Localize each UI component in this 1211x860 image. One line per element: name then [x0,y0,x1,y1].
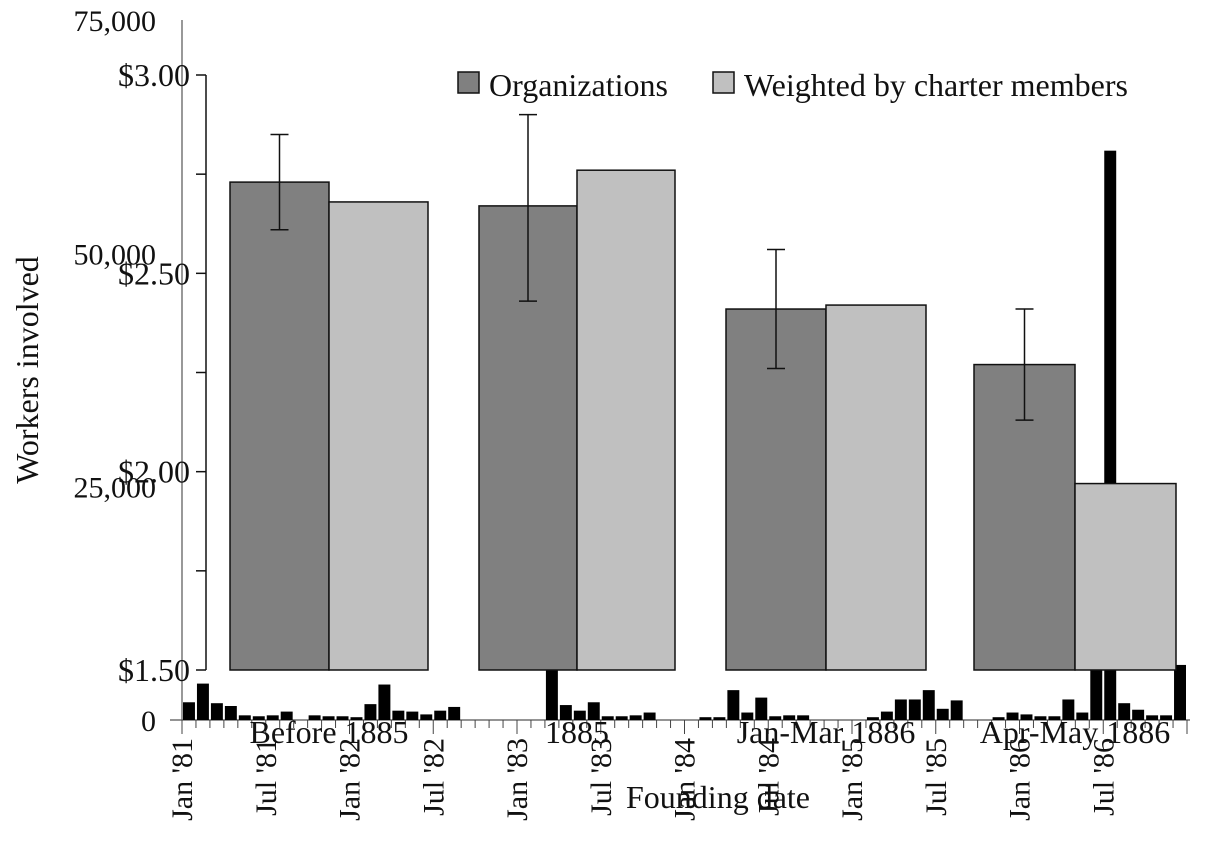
x-tick-label: Jul '82 [417,738,450,816]
x-tick-label: Jan '83 [501,738,534,821]
monthly-workers-bar [336,716,349,720]
y-tick-label-right: $1.50 [118,652,190,688]
monthly-workers-bar [866,717,879,720]
monthly-workers-bar [406,711,419,720]
bar-weighted [328,201,429,671]
x-tick-label: Jan '82 [334,738,367,821]
monthly-workers-bar [210,703,223,720]
monthly-workers-bar [1104,150,1117,720]
y-tick-label-left: 25,000 [74,472,157,505]
legend-swatch-organizations [457,71,480,94]
monthly-workers-bar [1160,715,1173,720]
category-label: Before 1885 [249,714,408,750]
monthly-workers-bar [936,708,949,720]
y-tick-label-right: $2.50 [118,255,190,291]
x-tick-label: Jan '86 [1004,738,1037,821]
legend: Organizations Weighted by charter members [457,67,1128,103]
monthly-workers-bar [238,715,251,720]
monthly-workers-bar [880,711,893,720]
category-label: 1885 [545,714,609,750]
legend-label-weighted: Weighted by charter members [744,67,1128,103]
monthly-workers-bar [183,702,195,720]
monthly-workers-bar [266,715,279,720]
legend-label-organizations: Organizations [489,67,668,103]
monthly-workers-bar [713,717,726,720]
monthly-workers-bar [922,690,935,720]
monthly-workers-bar [573,710,586,720]
x-tick-label: Jul '85 [920,738,953,816]
monthly-workers-bar [559,705,572,720]
monthly-workers-bar [378,684,391,720]
monthly-workers-bar [1034,716,1047,720]
monthly-workers-bar [894,699,907,720]
monthly-workers-bar [322,716,335,720]
monthly-workers-bar [741,712,754,720]
x-tick-label: Jul '83 [585,738,618,816]
category-label: Jan-Mar 1886 [737,714,916,750]
bar-weighted [576,169,676,671]
y-tick-label-left: 75,000 [74,5,157,38]
monthly-workers-bar [545,661,558,720]
monthly-workers-bar [601,716,614,720]
x-tick-label: Jan '85 [836,738,869,821]
monthly-workers-bar [699,717,712,720]
monthly-workers-bar [1076,712,1089,720]
monthly-workers-bar [364,704,377,720]
monthly-workers-bar [1006,712,1019,720]
x-tick-label: Jan '84 [669,738,702,821]
monthly-workers-bar [755,697,768,720]
monthly-workers-bar [434,710,447,720]
monthly-workers-bar [350,717,363,720]
y-tick-label-right: $2.00 [118,454,190,490]
bar-weighted [825,304,927,671]
y-tick-label-left: 50,000 [74,238,157,271]
bar-weighted [1074,482,1177,671]
monthly-workers-bar [629,715,642,720]
monthly-workers-bar [992,717,1005,720]
monthly-workers-bar [643,712,656,720]
monthly-workers-bar [1146,715,1159,720]
monthly-workers-bar [727,690,740,720]
monthly-workers-bar [1048,716,1061,720]
monthly-workers-bar [1090,666,1103,720]
monthly-workers-bar [308,715,321,720]
wage-bars-layer: $1.50 $2.00 $2.50 $3.00 Before 1885 1885 Jan-M… [118,57,1177,750]
x-tick-label: Jan '81 [166,738,199,821]
y-axis-label: Workers involved [9,256,45,484]
x-tick-label: Jul '84 [752,738,785,816]
category-label: Apr-May 1886 [980,714,1170,750]
x-tick-label: Jul '86 [1087,738,1120,816]
y-tick-label-right: $3.00 [118,57,190,93]
y-tick-label-left: 0 [141,705,156,738]
monthly-workers-bar [1174,664,1186,720]
legend-swatch-weighted [712,71,735,94]
monthly-workers-bar [1062,699,1075,720]
x-axis-label: Founding date [626,779,810,815]
monthly-workers-bar [448,706,461,720]
monthly-workers-bar [615,716,628,720]
monthly-workers-bar [196,683,209,720]
bar-organizations [229,181,330,671]
monthly-workers-bar [587,702,600,720]
monthly-workers-bar [224,706,237,720]
monthly-workers-bar [908,699,921,720]
monthly-workers-bar [950,700,963,720]
monthly-workers-bar [1132,709,1145,720]
monthly-workers-bar [252,716,265,720]
monthly-workers-bar [420,714,433,720]
monthly-workers-bar [1020,714,1033,720]
monthly-workers-layer: 0 25,000 50,000 75,000 Jan '81 Jul '81 Jan '82… [74,5,1190,821]
monthly-workers-bar [769,716,782,720]
monthly-workers-bar [1118,703,1131,720]
monthly-workers-bar [783,715,796,720]
monthly-workers-bar [392,710,405,720]
monthly-workers-bar [280,711,293,720]
x-tick-label: Jul '81 [250,738,283,816]
monthly-workers-bar [797,715,810,720]
